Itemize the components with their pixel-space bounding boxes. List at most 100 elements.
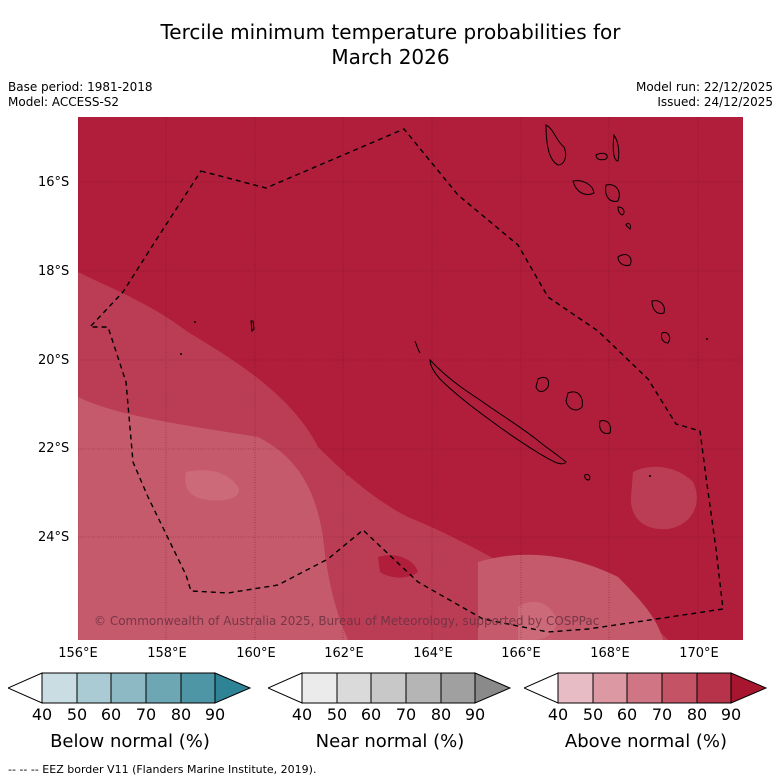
mare-island [599,420,611,434]
legend-below-bin-2 [76,672,112,704]
legend-above-bin-4 [661,672,698,704]
map-svg [78,117,743,640]
legend-below-bin-1 [41,672,78,704]
eez-footnote: -- -- -- EEZ border V11 (Flanders Marine… [8,763,317,776]
meta-left: Base period: 1981-2018 Model: ACCESS-S2 [8,80,153,110]
model-name: Model: ACCESS-S2 [8,95,120,109]
legend-below-bin-3 [110,672,147,704]
above-normal-80-patch-c [378,555,418,578]
legend-near-title: Near normal (%) [315,731,465,752]
epi-island [625,222,631,230]
tanna-island [661,332,671,344]
belep-islands [414,340,421,354]
issued-date: Issued: 24/12/2025 [657,95,773,109]
legend-below-normal-colorbar [8,672,252,704]
legend-above-tick: 90 [720,705,742,724]
legend-below-arrow-right [214,672,252,704]
legend-below-tick: 70 [135,705,157,724]
lon-label-170e: 170°E [679,646,719,661]
legend-near-bin-2 [336,672,372,704]
legend-above-bin-5 [696,672,732,704]
legend-near-arrow-right [474,672,512,704]
lon-label-158e: 158°E [147,646,187,661]
lon-label-164e: 164°E [413,646,453,661]
above-normal-70-patch-east [630,466,697,530]
legend-near-tick: 60 [360,705,382,724]
legend-above-bin-3 [626,672,663,704]
legend-near-arrow-left [268,672,303,704]
map-panel [78,117,743,640]
small-island-dot-b [180,353,182,355]
malekula-island [572,180,595,195]
meta-right: Model run: 22/12/2025 Issued: 24/12/2025 [636,80,773,110]
legend-above-tick: 60 [616,705,638,724]
lat-label-24s: 24°S [38,530,70,545]
legend-near-bin-4 [405,672,442,704]
legend-near-bin-1 [301,672,338,704]
title-line-2: March 2026 [331,45,450,69]
lat-label-20s: 20°S [38,353,70,368]
ambae-island [595,152,608,161]
efate-island [617,254,632,266]
above-normal-50-patch-south [518,601,557,640]
lon-label-166e: 166°E [501,646,541,661]
above-normal-80-patch-a [346,462,383,478]
above-normal-50-patch [185,470,239,501]
legend-above-normal-colorbar [524,672,768,704]
lon-label-160e: 160°E [236,646,276,661]
legend-near-bin-5 [440,672,476,704]
new-caledonia-island [429,358,567,465]
legend-above-tick: 80 [686,705,708,724]
legend-above-title: Above normal (%) [564,731,728,752]
legend-below-bin-5 [180,672,216,704]
legend-above-tick: 40 [547,705,569,724]
legend-near-tick: 40 [291,705,313,724]
lat-label-16s: 16°S [38,175,70,190]
above-normal-60-band-west [78,397,348,640]
model-run: Model run: 22/12/2025 [635,80,773,94]
small-island-dot-c [706,338,708,340]
legend-above-arrow-right [730,672,768,704]
lifou-island [565,391,583,411]
graticule [78,117,743,640]
legend-below-title: Below normal (%) [50,731,210,752]
map-title: Tercile minimum temperature probabilitie… [0,20,781,70]
espiritu-santo-island [545,124,567,166]
legend-near-normal-colorbar [268,672,512,704]
maewo-island [612,133,620,162]
legend-above-arrow-left [524,672,559,704]
isle-of-pines [584,474,591,481]
legend-below-tick: 60 [100,705,122,724]
copyright-text: © Commonwealth of Australia 2025, Bureau… [94,614,600,628]
legend-below-tick: 80 [170,705,192,724]
small-island-west [250,320,255,333]
legend-below-tick: 90 [204,705,226,724]
small-island-dot-d [649,475,651,477]
legend-below-tick: 40 [31,705,53,724]
erromango-island [651,300,665,314]
legend-below-tick: 50 [66,705,88,724]
legend-above-bin-2 [592,672,628,704]
legend-above-tick: 50 [582,705,604,724]
title-line-1: Tercile minimum temperature probabilitie… [160,20,621,44]
ambrym-island [617,206,625,216]
legend-near-tick: 90 [464,705,486,724]
legend-above-bin-1 [557,672,594,704]
lon-label-156e: 156°E [58,646,98,661]
legend-below-bin-4 [145,672,182,704]
ouvea-island [535,376,549,392]
legend-below-arrow-left [8,672,43,704]
base-period: Base period: 1981-2018 [8,80,153,94]
lon-label-162e: 162°E [324,646,364,661]
lat-label-18s: 18°S [38,264,70,279]
above-normal-80-patch-b [390,483,428,505]
lat-label-22s: 22°S [38,441,70,456]
lon-label-168e: 168°E [590,646,630,661]
small-island-dot-a [194,321,196,323]
legend-near-tick: 50 [326,705,348,724]
eez-border [88,128,724,633]
legend-near-bin-3 [370,672,407,704]
legend-near-tick: 70 [395,705,417,724]
pentecost-island [605,184,620,202]
legend-above-tick: 70 [651,705,673,724]
